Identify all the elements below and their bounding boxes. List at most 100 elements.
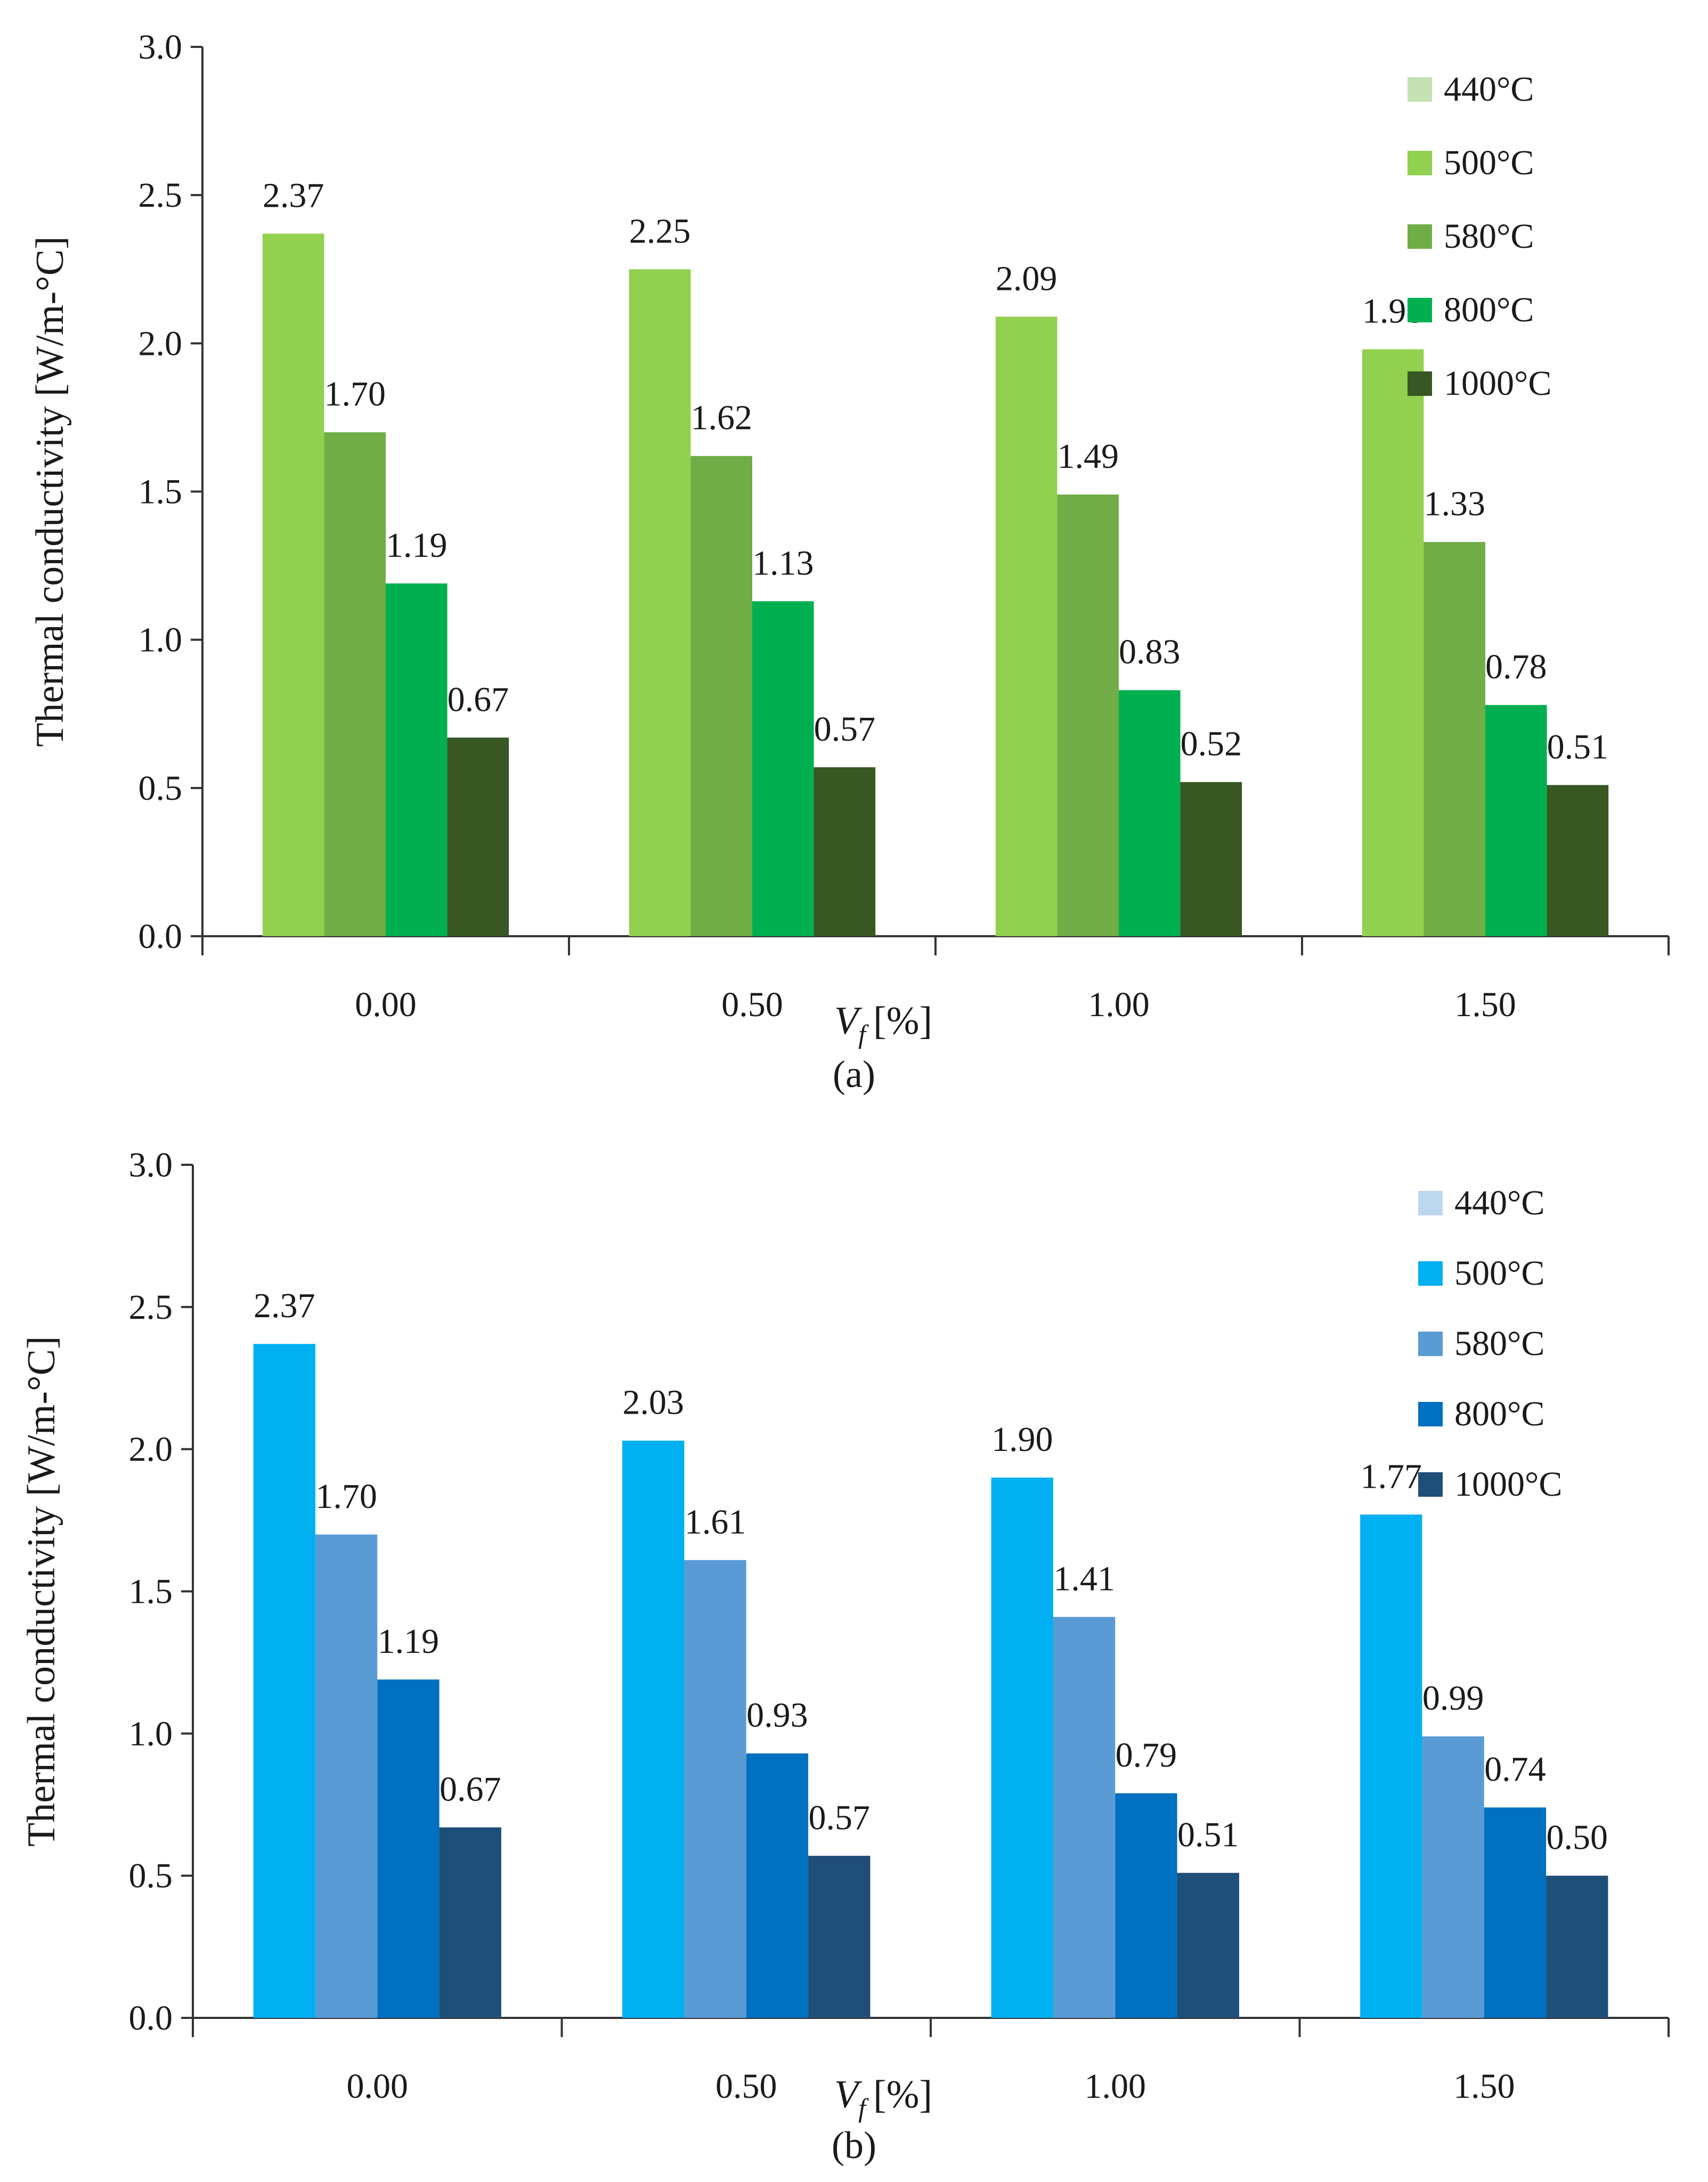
bar-800c-0_00 — [386, 583, 448, 936]
bar-500c-1_50 — [1362, 349, 1424, 937]
legend-label: 800°C — [1444, 290, 1534, 329]
legend-swatch — [1418, 1332, 1443, 1356]
legend-label: 1000°C — [1454, 1465, 1562, 1504]
y-tick-label: 0.0 — [139, 917, 183, 956]
bar-580c-0_00 — [324, 432, 386, 936]
y-tick-label: 3.0 — [129, 1146, 173, 1185]
data-label: 1.19 — [378, 1622, 440, 1661]
bar-800c-0_50 — [752, 601, 814, 936]
bar-800c-0_00 — [377, 1679, 440, 2018]
legend-swatch — [1408, 298, 1432, 322]
data-label: 2.09 — [996, 259, 1058, 298]
data-label: 2.37 — [254, 1286, 315, 1325]
bar-1000c-1_00 — [1180, 782, 1242, 936]
bar-1000c-0_00 — [439, 1827, 501, 2018]
legend-label: 500°C — [1444, 143, 1534, 182]
legend-swatch — [1408, 371, 1432, 396]
bar-800c-1_50 — [1485, 705, 1547, 936]
data-label: 1.77 — [1360, 1457, 1422, 1496]
legend-label: 580°C — [1454, 1324, 1544, 1363]
x-category-label: 1.50 — [1453, 2067, 1515, 2106]
chart-panel-b: 0.0 0.5 1.0 1.5 2.0 2.5 3.0 Thermal conductivit… — [20, 1146, 1670, 2167]
x-category-label: 0.50 — [721, 985, 783, 1024]
data-label: 0.50 — [1547, 1818, 1608, 1857]
data-label: 0.93 — [746, 1696, 808, 1735]
x-axis-symbol: V — [834, 999, 863, 1043]
data-label: 0.57 — [814, 710, 876, 749]
x-category-label: 0.00 — [347, 2067, 409, 2106]
x-category-label: 0.00 — [355, 985, 417, 1024]
bar-580c-0_00 — [315, 1534, 378, 2018]
x-axis-title: Vf [%] — [834, 2073, 932, 2123]
y-tick-label: 2.0 — [139, 324, 183, 363]
y-tick-label: 1.0 — [139, 621, 183, 660]
legend-label: 580°C — [1444, 217, 1534, 256]
bar-1000c-1_50 — [1546, 1876, 1608, 2018]
data-label: 1.41 — [1053, 1560, 1115, 1599]
bar-1000c-1_00 — [1177, 1872, 1239, 2018]
legend-swatch — [1418, 1261, 1443, 1286]
data-label: 1.49 — [1057, 437, 1119, 476]
bar-580c-0_50 — [684, 1560, 746, 2018]
data-label: 0.78 — [1485, 647, 1547, 686]
x-category-label: 1.00 — [1088, 985, 1150, 1024]
data-label: 2.25 — [629, 212, 691, 250]
legend-swatch — [1408, 224, 1432, 249]
bar-500c-1_00 — [995, 317, 1058, 936]
y-tick-label: 2.5 — [129, 1288, 173, 1327]
bar-1000c-0_00 — [447, 737, 509, 936]
data-label: 0.74 — [1484, 1750, 1546, 1789]
legend-swatch — [1408, 77, 1432, 102]
y-tick-label: 0.5 — [129, 1856, 173, 1895]
bar-800c-1_50 — [1484, 1807, 1547, 2018]
x-axis-title: Vf [%] — [834, 999, 932, 1049]
legend-label: 800°C — [1454, 1394, 1544, 1433]
bar-800c-0_50 — [746, 1753, 809, 2018]
legend-swatch — [1418, 1402, 1443, 1426]
legend-swatch — [1418, 1191, 1443, 1215]
data-label: 0.67 — [440, 1770, 501, 1808]
bar-1000c-0_50 — [814, 767, 876, 936]
x-category-label: 1.00 — [1085, 2067, 1146, 2106]
y-tick-label: 0.5 — [139, 769, 183, 808]
data-label: 2.37 — [263, 176, 324, 215]
legend-label: 1000°C — [1444, 364, 1551, 403]
legend-swatch — [1418, 1472, 1443, 1497]
bar-500c-1_00 — [991, 1478, 1053, 2018]
data-label: 1.70 — [324, 375, 386, 413]
x-category-label: 1.50 — [1454, 985, 1516, 1024]
legend-label: 440°C — [1444, 70, 1534, 109]
bar-1000c-0_50 — [808, 1855, 871, 2018]
y-axis-title: Thermal conductivity [W/m-°C] — [20, 1336, 63, 1846]
x-axis-symbol: V — [834, 2073, 863, 2116]
data-label: 0.52 — [1181, 725, 1242, 764]
data-label: 1.19 — [386, 526, 448, 565]
bar-580c-0_50 — [690, 456, 752, 936]
bar-1000c-1_50 — [1547, 785, 1609, 936]
y-tick-label: 1.0 — [129, 1714, 173, 1753]
bar-580c-1_00 — [1057, 494, 1119, 936]
data-label: 1.61 — [685, 1503, 746, 1542]
data-label: 1.62 — [690, 399, 752, 437]
data-label: 1.13 — [752, 544, 814, 582]
panel-label: (a) — [833, 1053, 875, 1096]
x-axis-subscript: f — [858, 1019, 869, 1049]
y-tick-label: 2.0 — [129, 1430, 173, 1469]
bar-800c-1_00 — [1115, 1793, 1177, 2018]
x-category-label: 0.50 — [715, 2067, 777, 2106]
data-label: 0.51 — [1177, 1815, 1239, 1854]
data-label: 0.51 — [1547, 727, 1609, 766]
legend: 440°C 500°C 580°C 800°C 1000°C — [1408, 70, 1551, 403]
bar-580c-1_00 — [1053, 1617, 1116, 2018]
y-tick-label: 0.0 — [129, 1999, 173, 2038]
y-tick-label: 3.0 — [139, 28, 183, 67]
bar-500c-0_00 — [253, 1344, 315, 2018]
data-label: 0.57 — [809, 1798, 871, 1837]
legend-swatch — [1408, 151, 1432, 175]
data-label: 1.70 — [315, 1477, 377, 1516]
data-label: 2.03 — [622, 1383, 684, 1422]
data-label: 0.67 — [448, 680, 509, 719]
x-axis-subscript: f — [858, 2093, 869, 2123]
bar-500c-0_00 — [262, 233, 324, 936]
